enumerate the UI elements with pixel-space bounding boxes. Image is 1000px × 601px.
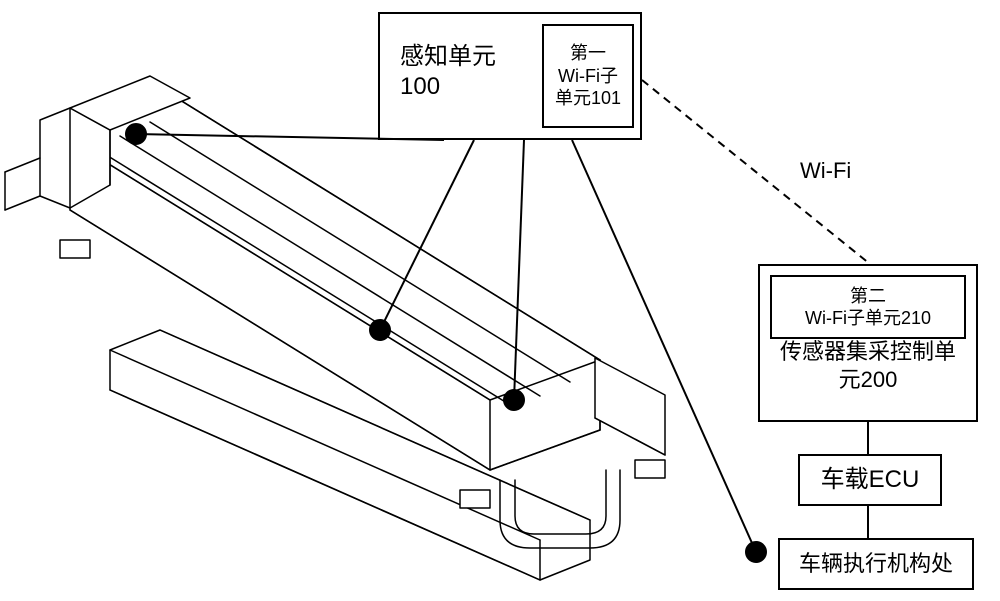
wifi1-label-3: 单元101	[555, 87, 621, 110]
ecu-block: 车载ECU	[798, 454, 942, 506]
sensing-unit-label-1: 感知单元	[400, 42, 496, 72]
wifi2-block: 第二 Wi-Fi子单元210	[770, 275, 966, 339]
sensing-unit-label-2: 100	[400, 72, 440, 102]
wifi2-label-2: Wi-Fi子单元210	[805, 307, 931, 330]
wifi1-block: 第一 Wi-Fi子 单元101	[542, 24, 634, 128]
wifi1-label-2: Wi-Fi子	[558, 65, 618, 88]
actuator-block: 车辆执行机构处	[778, 538, 974, 590]
wifi-link-label: Wi-Fi	[800, 158, 851, 184]
wifi2-label-1: 第二	[850, 285, 886, 308]
actuator-label: 车辆执行机构处	[799, 550, 953, 578]
collector-label-2: 元200	[839, 366, 898, 394]
wifi1-label-1: 第一	[570, 42, 606, 65]
ecu-label: 车载ECU	[821, 465, 920, 495]
collector-label-1: 传感器集采控制单	[780, 338, 956, 366]
